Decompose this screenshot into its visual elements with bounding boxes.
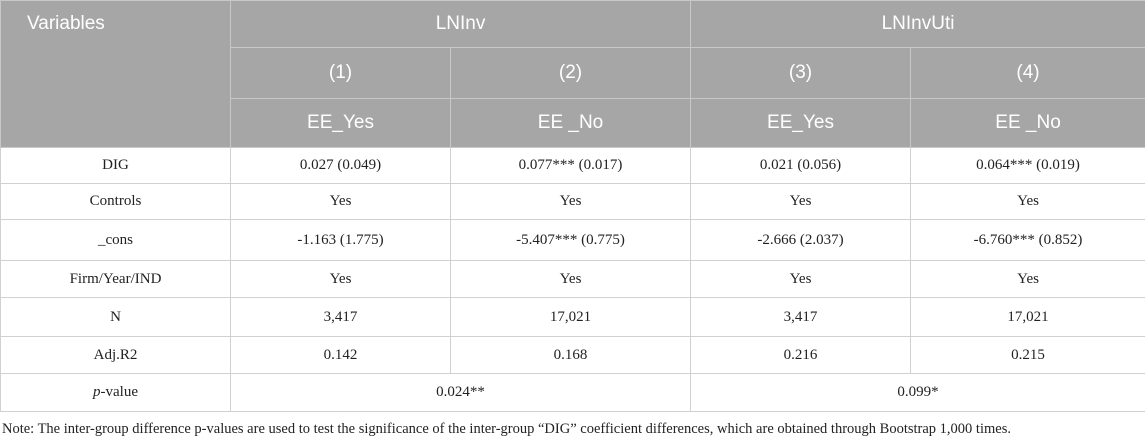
row-label: Controls — [1, 184, 231, 220]
cell: -1.163 (1.775) — [231, 220, 451, 261]
cell: 0.077*** (0.017) — [451, 148, 691, 184]
cell: 0.027 (0.049) — [231, 148, 451, 184]
sample-header: EE_Yes — [691, 99, 911, 148]
cell: 3,417 — [231, 298, 451, 337]
cell: 0.064*** (0.019) — [911, 148, 1145, 184]
p-value: 0.099* — [691, 374, 1145, 412]
cell: 0.215 — [911, 337, 1145, 374]
cell: Yes — [691, 261, 911, 298]
cell: Yes — [911, 261, 1145, 298]
cell: Yes — [911, 184, 1145, 220]
row-label: p-value — [1, 374, 231, 412]
note: Note: The inter-group difference p-value… — [2, 421, 1145, 438]
sample-header: EE _No — [911, 99, 1145, 148]
cell: Yes — [231, 184, 451, 220]
model-header: (4) — [911, 48, 1145, 99]
group-header: LNInv — [231, 1, 691, 48]
table-row: _cons-1.163 (1.775)-5.407*** (0.775)-2.6… — [1, 220, 1145, 261]
model-header: (3) — [691, 48, 911, 99]
group-label: Variables — [1, 1, 231, 148]
row-label: DIG — [1, 148, 231, 184]
cell: 17,021 — [451, 298, 691, 337]
cell: 0.216 — [691, 337, 911, 374]
cell: Yes — [691, 184, 911, 220]
cell: -2.666 (2.037) — [691, 220, 911, 261]
cell: Yes — [451, 261, 691, 298]
row-label: N — [1, 298, 231, 337]
cell: 0.142 — [231, 337, 451, 374]
label-rest: -value — [101, 384, 138, 400]
sample-header: EE_Yes — [231, 99, 451, 148]
model-header: (1) — [231, 48, 451, 99]
results-table: Variables LNInv LNInvUti (1)(2)(3)(4) EE… — [0, 0, 1145, 412]
label-italic: p — [93, 384, 101, 400]
sample-header: EE _No — [451, 99, 691, 148]
model-header: (2) — [451, 48, 691, 99]
cell: 0.021 (0.056) — [691, 148, 911, 184]
cell: 0.168 — [451, 337, 691, 374]
row-label: Adj.R2 — [1, 337, 231, 374]
cell: Yes — [231, 261, 451, 298]
cell: -5.407*** (0.775) — [451, 220, 691, 261]
p-value: 0.024** — [231, 374, 691, 412]
header-row: Variables LNInv LNInvUti — [1, 1, 1145, 48]
cell: -6.760*** (0.852) — [911, 220, 1145, 261]
group-header: LNInvUti — [691, 1, 1145, 48]
cell: 17,021 — [911, 298, 1145, 337]
cell: 3,417 — [691, 298, 911, 337]
cell: Yes — [451, 184, 691, 220]
row-label: Firm/Year/IND — [1, 261, 231, 298]
row-label: _cons — [1, 220, 231, 261]
